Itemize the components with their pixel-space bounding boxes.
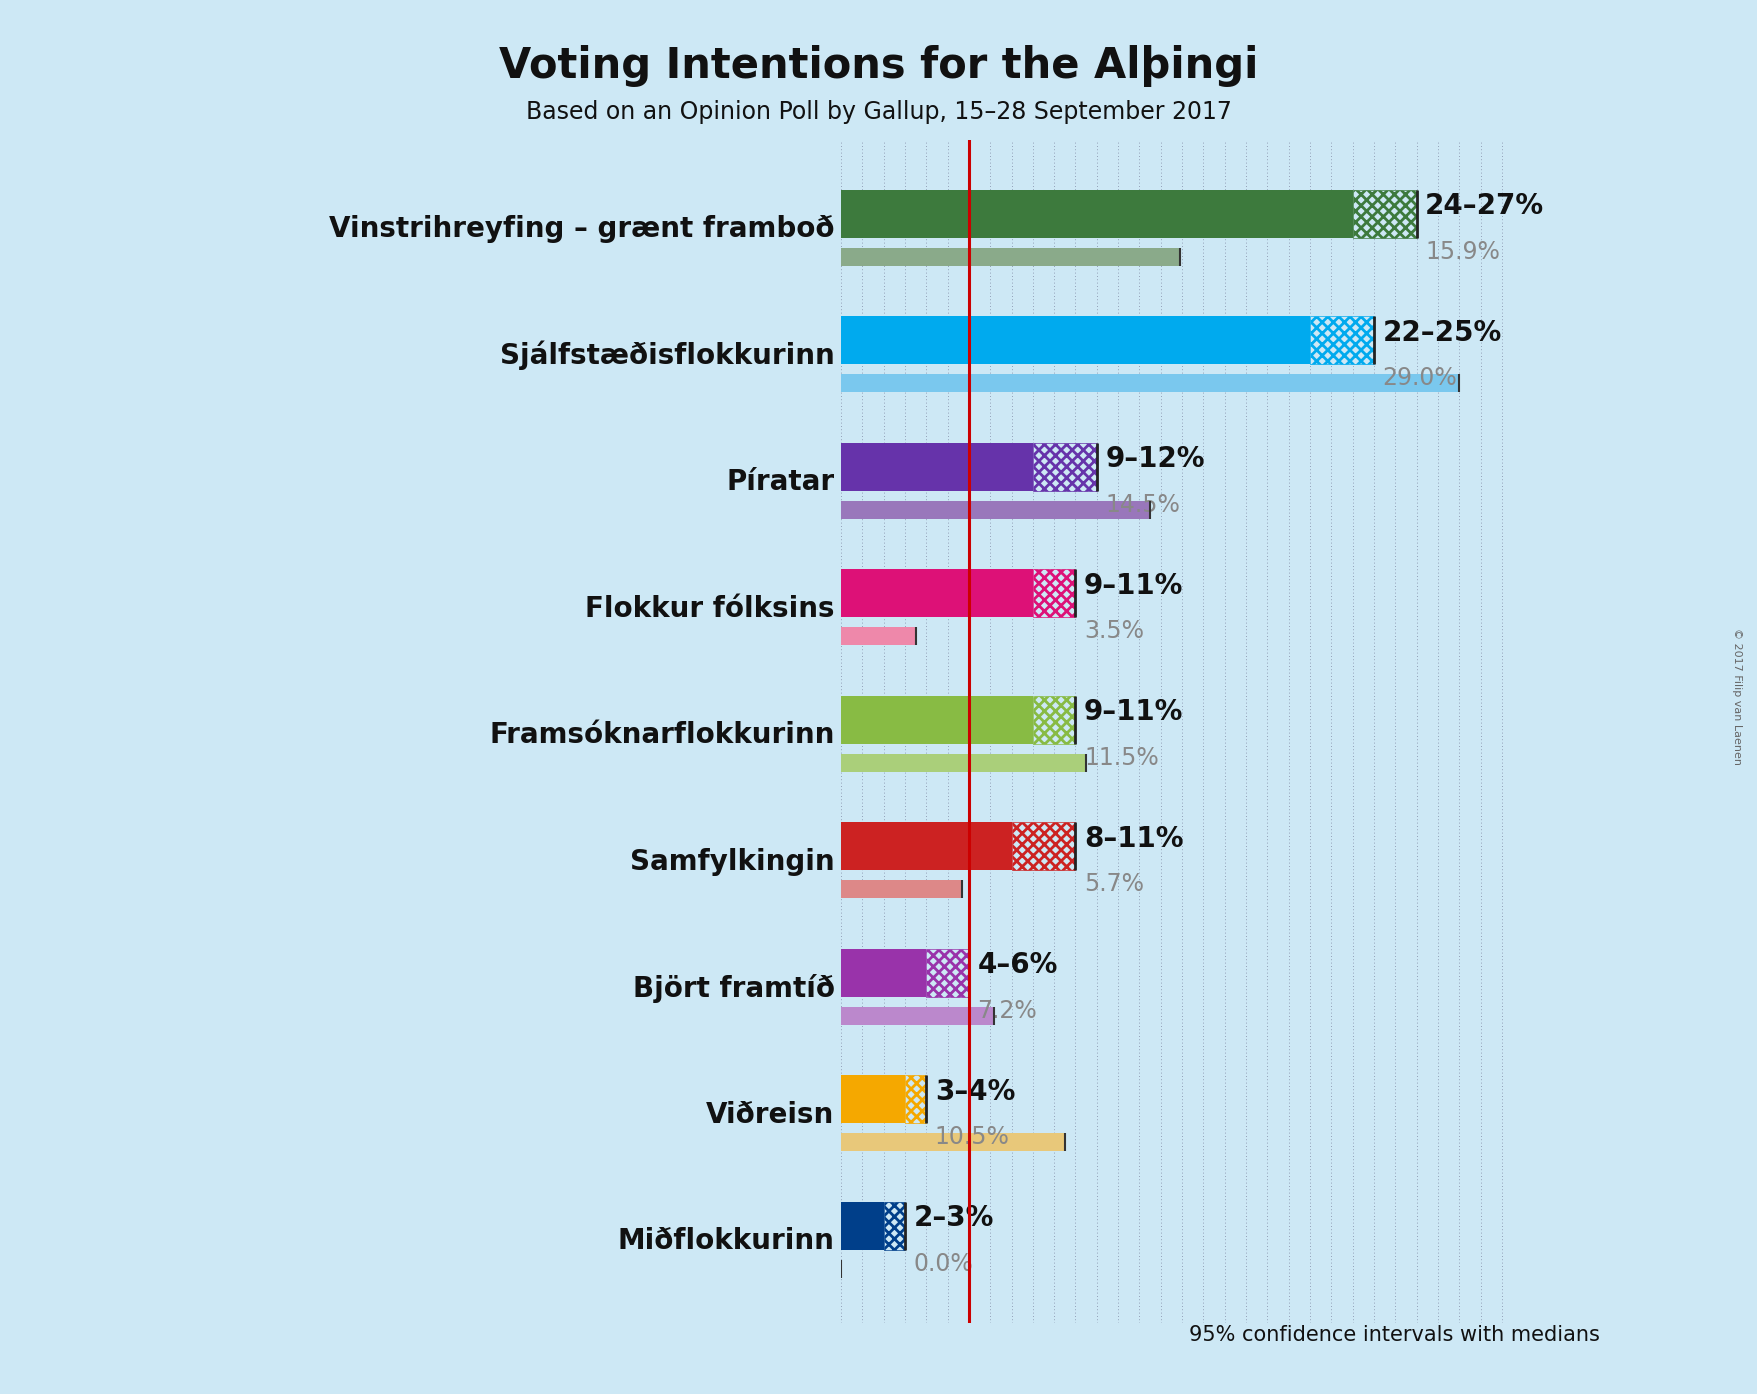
- Text: 3.5%: 3.5%: [1084, 619, 1144, 643]
- Bar: [840, 443, 1033, 491]
- Bar: [1010, 822, 1075, 870]
- Text: 7.2%: 7.2%: [977, 998, 1037, 1023]
- Bar: [840, 1075, 905, 1124]
- Text: 2–3%: 2–3%: [914, 1204, 993, 1232]
- Text: Vinstrihreyfing – grænt framboð: Vinstrihreyfing – grænt framboð: [329, 215, 835, 243]
- Text: 5.7%: 5.7%: [1084, 873, 1144, 896]
- Bar: [1309, 316, 1374, 364]
- Bar: [840, 1006, 994, 1025]
- Text: 9–11%: 9–11%: [1084, 572, 1182, 599]
- Bar: [840, 248, 1179, 266]
- Bar: [840, 1202, 884, 1250]
- Text: 95% confidence intervals with medians: 95% confidence intervals with medians: [1188, 1326, 1599, 1345]
- Bar: [840, 500, 1149, 519]
- Bar: [905, 1075, 926, 1124]
- Bar: [840, 949, 926, 997]
- Text: Sjálfstæðisflokkurinn: Sjálfstæðisflokkurinn: [499, 340, 835, 371]
- Bar: [884, 1202, 905, 1250]
- Bar: [1351, 190, 1416, 238]
- Bar: [840, 1006, 994, 1025]
- Bar: [840, 627, 915, 645]
- Text: Miðflokkurinn: Miðflokkurinn: [617, 1227, 835, 1255]
- Text: Based on an Opinion Poll by Gallup, 15–28 September 2017: Based on an Opinion Poll by Gallup, 15–2…: [525, 100, 1232, 124]
- Text: 22–25%: 22–25%: [1381, 319, 1500, 347]
- Text: 9–11%: 9–11%: [1084, 698, 1182, 726]
- Text: Viðreisn: Viðreisn: [706, 1100, 835, 1129]
- Bar: [840, 881, 961, 898]
- Text: 8–11%: 8–11%: [1084, 825, 1182, 853]
- Bar: [840, 754, 1086, 772]
- Text: Píratar: Píratar: [726, 468, 835, 496]
- Text: 4–6%: 4–6%: [977, 951, 1058, 979]
- Text: 24–27%: 24–27%: [1425, 192, 1543, 220]
- Text: Björt framtíð: Björt framtíð: [633, 973, 835, 1002]
- Bar: [884, 1202, 905, 1250]
- Bar: [1033, 443, 1096, 491]
- Bar: [840, 822, 1010, 870]
- Text: Flokkur fólksins: Flokkur fólksins: [585, 594, 835, 623]
- Bar: [840, 627, 915, 645]
- Text: Framsóknarflokkurinn: Framsóknarflokkurinn: [488, 721, 835, 749]
- Bar: [1033, 569, 1075, 618]
- Bar: [840, 375, 1458, 392]
- Bar: [840, 500, 1149, 519]
- Bar: [840, 1133, 1065, 1151]
- Bar: [1033, 569, 1075, 618]
- Bar: [840, 569, 1033, 618]
- Text: 3–4%: 3–4%: [935, 1078, 1014, 1105]
- Text: 14.5%: 14.5%: [1105, 493, 1179, 517]
- Bar: [1033, 696, 1075, 744]
- Bar: [1309, 316, 1374, 364]
- Text: © 2017 Filip van Laenen: © 2017 Filip van Laenen: [1731, 629, 1741, 765]
- Text: 0.0%: 0.0%: [914, 1252, 973, 1276]
- Text: 9–12%: 9–12%: [1105, 445, 1204, 473]
- Bar: [840, 754, 1086, 772]
- Bar: [1351, 190, 1416, 238]
- Bar: [840, 248, 1179, 266]
- Text: 10.5%: 10.5%: [935, 1125, 1009, 1149]
- Bar: [1033, 443, 1096, 491]
- Bar: [840, 696, 1033, 744]
- Bar: [840, 881, 961, 898]
- Text: 15.9%: 15.9%: [1425, 240, 1499, 263]
- Bar: [840, 1133, 1065, 1151]
- Bar: [905, 1075, 926, 1124]
- Text: 29.0%: 29.0%: [1381, 367, 1457, 390]
- Text: Samfylkingin: Samfylkingin: [629, 848, 835, 875]
- Bar: [840, 190, 1351, 238]
- Bar: [1033, 696, 1075, 744]
- Text: Voting Intentions for the Alþingi: Voting Intentions for the Alþingi: [499, 45, 1258, 86]
- Bar: [1010, 822, 1075, 870]
- Bar: [926, 949, 968, 997]
- Text: 11.5%: 11.5%: [1084, 746, 1158, 769]
- Bar: [926, 949, 968, 997]
- Bar: [840, 375, 1458, 392]
- Bar: [840, 316, 1309, 364]
